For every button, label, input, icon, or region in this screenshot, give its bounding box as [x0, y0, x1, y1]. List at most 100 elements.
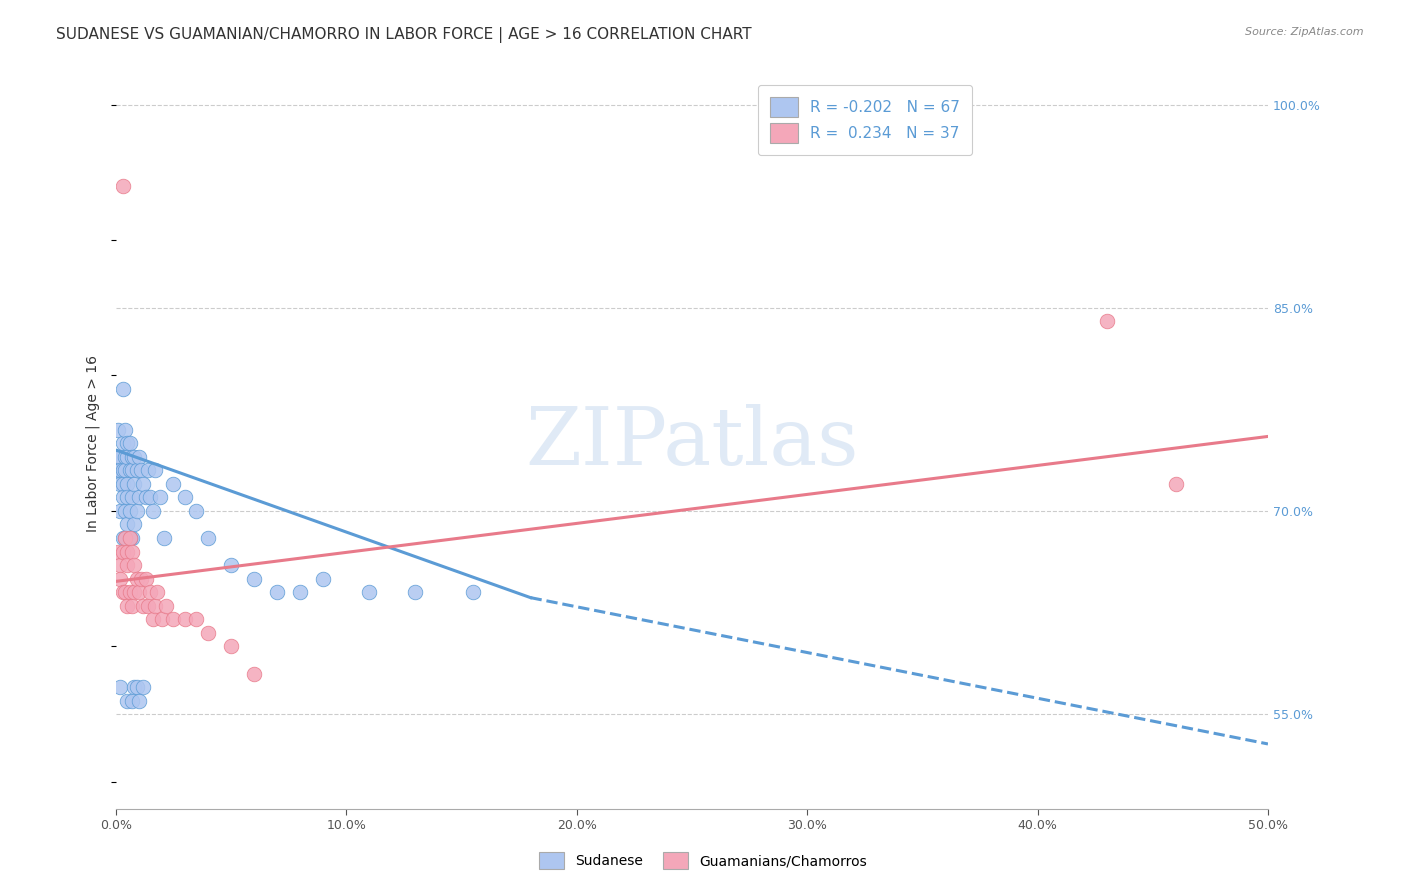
Point: [136, 463, 159, 477]
Text: ZIPatlas: ZIPatlas: [524, 404, 859, 483]
Point: [128, 585, 150, 599]
Point: [111, 585, 134, 599]
Point: [143, 599, 166, 613]
Point: [135, 572, 157, 586]
Point: [118, 531, 141, 545]
Point: [111, 476, 134, 491]
Point: [125, 463, 148, 477]
Point: [129, 572, 152, 586]
Point: [122, 558, 145, 573]
Point: [110, 504, 132, 518]
Point: [121, 531, 143, 545]
Point: [125, 680, 148, 694]
Point: [128, 450, 150, 464]
Point: [243, 572, 266, 586]
Point: [111, 491, 134, 505]
Point: [125, 572, 148, 586]
Point: [143, 463, 166, 477]
Point: [117, 450, 139, 464]
Point: [117, 544, 139, 558]
Point: [129, 463, 152, 477]
Point: [139, 491, 162, 505]
Point: [117, 476, 139, 491]
Point: [1164, 476, 1187, 491]
Point: [110, 680, 132, 694]
Point: [142, 612, 165, 626]
Point: [404, 585, 426, 599]
Point: [117, 693, 139, 707]
Legend: Sudanese, Guamanians/Chamorros: Sudanese, Guamanians/Chamorros: [531, 846, 875, 876]
Point: [186, 612, 208, 626]
Point: [186, 504, 208, 518]
Point: [117, 517, 139, 532]
Point: [117, 491, 139, 505]
Point: [114, 585, 136, 599]
Point: [114, 531, 136, 545]
Point: [110, 463, 132, 477]
Point: [110, 450, 132, 464]
Point: [122, 450, 145, 464]
Y-axis label: In Labor Force | Age > 16: In Labor Force | Age > 16: [86, 355, 100, 532]
Point: [122, 517, 145, 532]
Point: [110, 572, 132, 586]
Point: [122, 476, 145, 491]
Point: [128, 693, 150, 707]
Point: [111, 544, 134, 558]
Point: [266, 585, 288, 599]
Point: [121, 693, 143, 707]
Point: [111, 531, 134, 545]
Point: [312, 572, 335, 586]
Point: [136, 599, 159, 613]
Point: [118, 504, 141, 518]
Point: [146, 585, 169, 599]
Point: [243, 666, 266, 681]
Point: [117, 436, 139, 450]
Point: [117, 558, 139, 573]
Point: [121, 599, 143, 613]
Point: [107, 463, 129, 477]
Point: [162, 476, 184, 491]
Point: [118, 436, 141, 450]
Point: [162, 612, 184, 626]
Point: [219, 558, 242, 573]
Point: [107, 544, 129, 558]
Point: [153, 531, 176, 545]
Point: [107, 423, 129, 437]
Point: [111, 463, 134, 477]
Point: [174, 491, 197, 505]
Point: [135, 491, 157, 505]
Point: [118, 531, 141, 545]
Point: [110, 558, 132, 573]
Point: [107, 450, 129, 464]
Point: [111, 436, 134, 450]
Point: [150, 612, 173, 626]
Point: [117, 599, 139, 613]
Point: [122, 680, 145, 694]
Point: [118, 531, 141, 545]
Point: [148, 491, 170, 505]
Point: [174, 612, 197, 626]
Point: [114, 504, 136, 518]
Point: [197, 625, 219, 640]
Point: [110, 476, 132, 491]
Point: [142, 504, 165, 518]
Point: [132, 599, 155, 613]
Point: [114, 450, 136, 464]
Point: [118, 463, 141, 477]
Point: [1095, 314, 1118, 328]
Point: [121, 450, 143, 464]
Point: [122, 585, 145, 599]
Text: Source: ZipAtlas.com: Source: ZipAtlas.com: [1246, 27, 1364, 37]
Point: [114, 423, 136, 437]
Point: [111, 178, 134, 193]
Point: [111, 382, 134, 396]
Point: [114, 463, 136, 477]
Point: [288, 585, 311, 599]
Point: [125, 504, 148, 518]
Point: [139, 585, 162, 599]
Point: [114, 531, 136, 545]
Point: [121, 463, 143, 477]
Point: [132, 680, 155, 694]
Legend: R = -0.202   N = 67, R =  0.234   N = 37: R = -0.202 N = 67, R = 0.234 N = 37: [758, 85, 973, 155]
Point: [118, 585, 141, 599]
